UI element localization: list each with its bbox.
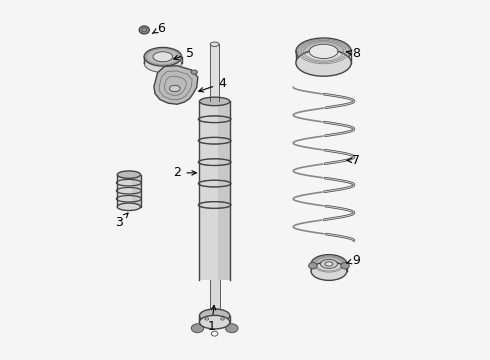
Ellipse shape <box>211 331 218 336</box>
Text: 9: 9 <box>346 254 360 267</box>
Ellipse shape <box>191 70 197 74</box>
Text: 3: 3 <box>115 213 128 229</box>
Text: 8: 8 <box>346 47 360 60</box>
Ellipse shape <box>153 52 172 62</box>
Ellipse shape <box>117 203 141 211</box>
Ellipse shape <box>309 262 317 269</box>
Polygon shape <box>154 66 198 104</box>
Ellipse shape <box>139 26 149 34</box>
Text: 1: 1 <box>207 305 216 333</box>
Ellipse shape <box>311 255 347 273</box>
Polygon shape <box>210 280 220 312</box>
Text: 2: 2 <box>173 166 196 179</box>
Ellipse shape <box>325 262 333 266</box>
Ellipse shape <box>199 97 230 106</box>
Ellipse shape <box>144 48 182 66</box>
Text: 4: 4 <box>199 77 226 92</box>
Polygon shape <box>210 44 219 102</box>
Text: 7: 7 <box>346 154 360 167</box>
Ellipse shape <box>309 44 338 59</box>
Ellipse shape <box>199 315 230 329</box>
Polygon shape <box>218 102 230 280</box>
Text: 6: 6 <box>152 22 165 35</box>
Polygon shape <box>117 175 141 207</box>
Ellipse shape <box>220 318 224 320</box>
Ellipse shape <box>296 49 351 76</box>
Ellipse shape <box>210 42 219 46</box>
Ellipse shape <box>199 309 230 323</box>
Ellipse shape <box>142 28 147 32</box>
Ellipse shape <box>205 318 209 320</box>
Polygon shape <box>199 102 230 280</box>
Ellipse shape <box>341 262 349 269</box>
Ellipse shape <box>225 324 238 333</box>
Ellipse shape <box>191 324 204 333</box>
Ellipse shape <box>117 171 141 178</box>
Ellipse shape <box>170 85 180 92</box>
Ellipse shape <box>144 54 182 72</box>
Ellipse shape <box>320 260 338 269</box>
Polygon shape <box>132 175 141 207</box>
Ellipse shape <box>296 38 351 65</box>
Ellipse shape <box>311 262 347 280</box>
Text: 5: 5 <box>174 47 194 60</box>
